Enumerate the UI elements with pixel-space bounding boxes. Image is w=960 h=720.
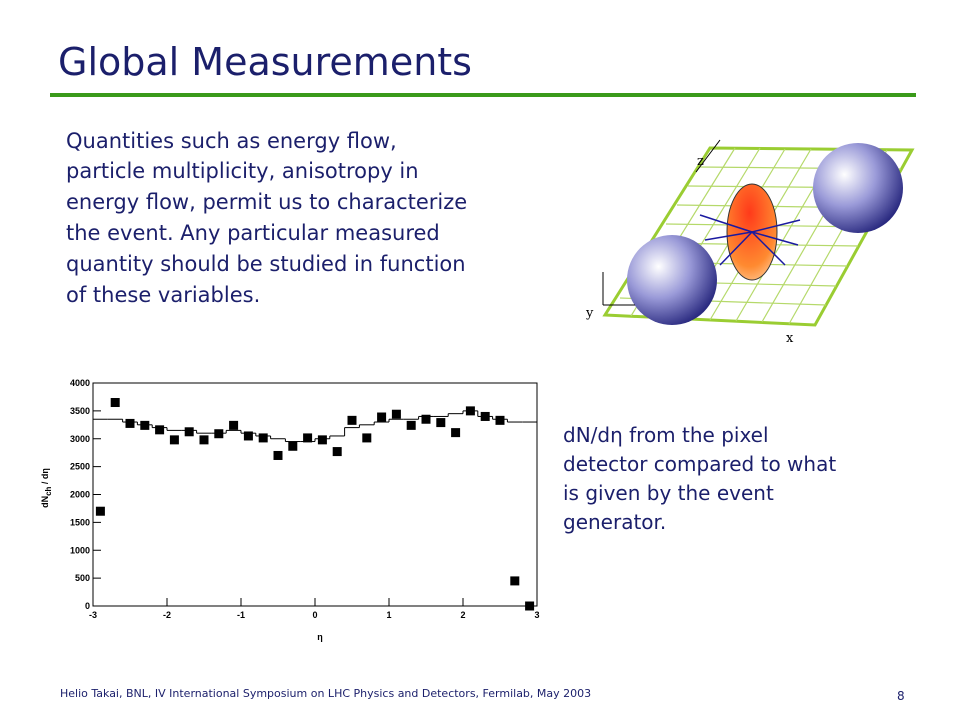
data-point bbox=[273, 450, 283, 460]
collision-diagram: z y x bbox=[585, 139, 915, 346]
y-label-sub: ch bbox=[44, 486, 53, 495]
axis-label: x bbox=[786, 331, 794, 346]
x-tick-label: -3 bbox=[89, 610, 97, 620]
y-tick-label: 0 bbox=[85, 601, 90, 611]
data-point bbox=[199, 435, 209, 445]
x-tick-label: -1 bbox=[237, 610, 245, 620]
body-text: Quantities such as energy flow, particle… bbox=[66, 129, 467, 307]
x-tick-label: -2 bbox=[163, 610, 171, 620]
y-tick-label: 500 bbox=[75, 573, 90, 583]
data-point bbox=[288, 441, 298, 451]
data-point bbox=[362, 433, 372, 443]
flow-arrows bbox=[699, 214, 801, 266]
data-point bbox=[332, 447, 342, 457]
data-point bbox=[465, 406, 475, 416]
y-tick-label: 4000 bbox=[70, 378, 90, 388]
y-tick-label: 2500 bbox=[70, 462, 90, 472]
data-point bbox=[495, 415, 505, 425]
data-point bbox=[155, 425, 165, 435]
data-point bbox=[214, 429, 224, 439]
caption: dN/dη from the pixel detector compared t… bbox=[563, 423, 836, 534]
data-point bbox=[377, 412, 387, 422]
data-point bbox=[406, 420, 416, 430]
caption-line: is given by the event bbox=[563, 481, 774, 505]
data-point bbox=[510, 576, 520, 586]
caption-line: generator. bbox=[563, 510, 666, 534]
slide-title: Global Measurements bbox=[58, 40, 472, 84]
caption-line: dN/dη from the pixel bbox=[563, 423, 769, 447]
y-tick-label: 2000 bbox=[70, 490, 90, 500]
caption-line: detector compared to what bbox=[563, 452, 836, 476]
y-tick-label: 1500 bbox=[70, 517, 90, 527]
y-label-main: dN bbox=[40, 496, 50, 508]
data-point bbox=[258, 433, 268, 443]
data-point bbox=[480, 411, 490, 421]
y-label-rest: / dη bbox=[40, 468, 50, 487]
data-point bbox=[95, 506, 105, 516]
data-point bbox=[451, 428, 461, 438]
axis-label: y bbox=[585, 306, 594, 321]
page-number: 8 bbox=[897, 689, 905, 703]
x-tick-label: 3 bbox=[534, 610, 539, 620]
x-tick-label: 1 bbox=[386, 610, 391, 620]
data-point bbox=[317, 435, 327, 445]
x-axis-label: η bbox=[317, 632, 323, 642]
data-point bbox=[525, 601, 535, 611]
data-point bbox=[347, 415, 357, 425]
data-point bbox=[391, 409, 401, 419]
body-line: Quantities such as energy flow, bbox=[66, 129, 397, 153]
plot-frame bbox=[92, 382, 538, 607]
y-tick-label: 3000 bbox=[70, 434, 90, 444]
footer: Helio Takai, BNL, IV International Sympo… bbox=[60, 687, 591, 700]
data-point bbox=[421, 414, 431, 424]
y-tick-label: 1000 bbox=[70, 545, 90, 555]
data-point bbox=[243, 431, 253, 441]
data-point bbox=[184, 427, 194, 437]
axis-z bbox=[695, 139, 721, 173]
body-line: particle multiplicity, anisotropy in bbox=[66, 159, 419, 183]
data-point bbox=[140, 420, 150, 430]
y-tick-label: 3500 bbox=[70, 406, 90, 416]
data-point bbox=[303, 433, 313, 443]
nucleus bbox=[813, 143, 903, 233]
x-tick-label: 0 bbox=[312, 610, 317, 620]
x-tick-label: 2 bbox=[460, 610, 465, 620]
data-point bbox=[110, 398, 120, 408]
chart: η dNch / dη 0 500 1000 1500 2000 2500 3000 3500… bbox=[40, 378, 540, 642]
data-point bbox=[436, 418, 446, 428]
body-line: the event. Any particular measured bbox=[66, 221, 440, 245]
y-axis-label: dNch / dη bbox=[40, 468, 53, 508]
nucleus bbox=[627, 235, 717, 325]
data-point bbox=[229, 420, 239, 430]
data-point bbox=[169, 435, 179, 445]
body-line: quantity should be studied in function bbox=[66, 252, 466, 276]
body-line: of these variables. bbox=[66, 283, 260, 307]
axis-label: z bbox=[697, 154, 704, 169]
data-point bbox=[125, 418, 135, 428]
body-line: energy flow, permit us to characterize bbox=[66, 190, 467, 214]
title-rule bbox=[50, 93, 916, 97]
